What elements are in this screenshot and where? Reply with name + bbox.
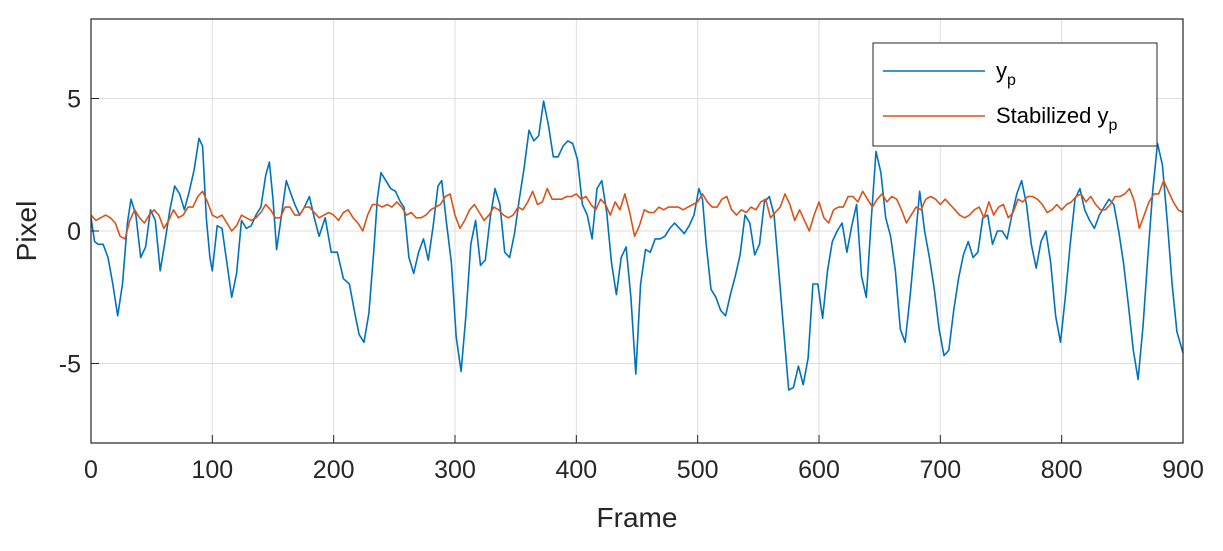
x-tick-label: 300 — [434, 456, 476, 484]
series-group — [90, 100, 1184, 391]
legend-entry-stabilized-yp: Stabilized yp — [996, 103, 1118, 134]
x-tick-label: 100 — [191, 456, 233, 484]
x-axis-label: Frame — [597, 502, 678, 533]
tick-labels: 0 100 200 300 400 500 600 700 800 900 -5 0 5 — [59, 86, 1204, 485]
x-tick-label: 400 — [555, 456, 597, 484]
x-tick-label: 700 — [919, 456, 961, 484]
y-tick-label: -5 — [59, 351, 81, 379]
legend-box — [872, 42, 1158, 147]
y-axis-label: Pixel — [11, 201, 42, 262]
y-tick-label: 5 — [67, 86, 81, 114]
x-tick-label: 800 — [1041, 456, 1083, 484]
legend-entry-yp: yp — [996, 58, 1016, 89]
legend-label-yp: y — [996, 58, 1007, 83]
series-line-stabilized-yp — [90, 179, 1184, 240]
y-tick-label: 0 — [67, 218, 81, 246]
x-tick-label: 600 — [798, 456, 840, 484]
x-tick-label: 500 — [677, 456, 719, 484]
x-tick-label: 900 — [1162, 456, 1204, 484]
x-tick-label: 0 — [84, 456, 98, 484]
series-line-yp — [90, 100, 1184, 391]
legend: yp Stabilized yp — [872, 42, 1158, 147]
x-tick-label: 200 — [313, 456, 355, 484]
legend-label-stabilized-yp: Stabilized y — [996, 103, 1109, 128]
legend-subscript-stabilized-yp: p — [1109, 117, 1118, 134]
legend-subscript-yp: p — [1007, 72, 1016, 89]
